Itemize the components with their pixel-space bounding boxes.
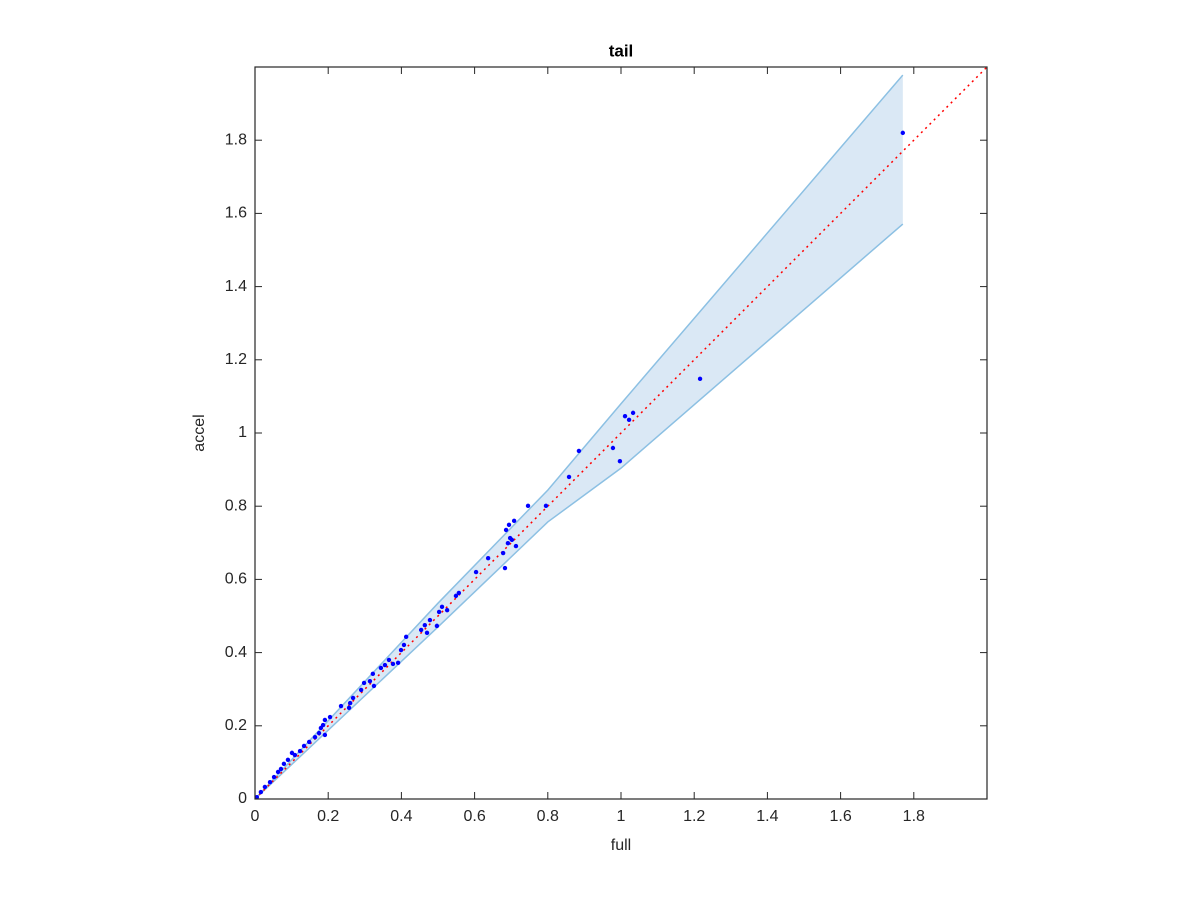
- point: [347, 700, 353, 706]
- point: [444, 607, 450, 613]
- point: [370, 671, 376, 677]
- point: [271, 774, 277, 780]
- point: [390, 661, 396, 667]
- point: [297, 748, 303, 754]
- x-axis-label: full: [611, 837, 631, 854]
- band-edge: [254, 223, 904, 800]
- point: [456, 590, 462, 596]
- point: [289, 750, 295, 756]
- point: [267, 779, 273, 785]
- point: [322, 732, 328, 738]
- point: [327, 714, 333, 720]
- point: [697, 376, 703, 382]
- point: [453, 593, 459, 599]
- y-tick-label: 0.4: [225, 644, 247, 661]
- y-tick-label: 1.8: [225, 131, 247, 148]
- point: [361, 680, 367, 686]
- point: [367, 678, 373, 684]
- point: [318, 725, 324, 731]
- point: [505, 540, 511, 546]
- y-tick-label: 1.2: [225, 351, 247, 368]
- y-tick-label: 0.6: [225, 571, 247, 588]
- y-tick-label: 0.8: [225, 497, 247, 514]
- point: [626, 417, 632, 423]
- point: [500, 550, 506, 556]
- x-tick-label: 1.6: [829, 808, 851, 825]
- point: [422, 622, 428, 628]
- point: [576, 448, 582, 454]
- point: [513, 543, 519, 549]
- confidence-band: [255, 75, 903, 799]
- point: [275, 769, 281, 775]
- x-tick-label: 1.2: [683, 808, 705, 825]
- x-tick-label: 0.6: [463, 808, 485, 825]
- point: [254, 794, 260, 800]
- x-tick-label: 0.4: [390, 808, 412, 825]
- reference-line: [254, 66, 988, 800]
- point: [622, 413, 628, 419]
- point: [301, 743, 307, 749]
- point: [617, 458, 623, 464]
- y-tick-label: 1.6: [225, 205, 247, 222]
- point: [439, 604, 445, 610]
- point: [427, 617, 433, 623]
- point: [382, 662, 388, 668]
- point: [485, 555, 491, 561]
- point: [350, 695, 356, 701]
- point: [338, 703, 344, 709]
- point: [278, 766, 284, 772]
- point: [900, 130, 906, 136]
- point: [424, 630, 430, 636]
- point: [346, 705, 352, 711]
- point: [566, 474, 572, 480]
- point: [395, 660, 401, 666]
- point: [610, 445, 616, 451]
- y-tick-label: 1: [238, 424, 247, 441]
- y-axis-label: accel: [191, 414, 208, 451]
- chart-title: tail: [609, 41, 634, 60]
- x-tick-label: 1.8: [903, 808, 925, 825]
- y-tick-label: 0: [238, 790, 247, 807]
- point: [398, 647, 404, 653]
- point: [262, 784, 268, 790]
- point: [630, 410, 636, 416]
- point: [378, 665, 384, 671]
- point: [503, 527, 509, 533]
- point: [401, 642, 407, 648]
- x-tick-label: 0.2: [317, 808, 339, 825]
- point: [306, 739, 312, 745]
- point: [386, 657, 392, 663]
- x-tick-label: 0.8: [537, 808, 559, 825]
- point: [358, 687, 364, 693]
- point: [509, 537, 515, 543]
- point: [316, 730, 322, 736]
- point: [543, 503, 549, 509]
- point: [511, 518, 517, 524]
- point: [312, 734, 318, 740]
- point: [436, 609, 442, 615]
- point: [418, 627, 424, 633]
- point: [322, 717, 328, 723]
- x-tick-label: 0: [251, 808, 260, 825]
- x-tick-label: 1: [617, 808, 626, 825]
- point: [371, 683, 377, 689]
- point: [403, 634, 409, 640]
- point: [525, 503, 531, 509]
- y-tick-label: 0.2: [225, 717, 247, 734]
- y-tick-label: 1.4: [225, 278, 247, 295]
- point: [506, 522, 512, 528]
- point: [258, 789, 264, 795]
- point: [502, 565, 508, 571]
- point: [473, 569, 479, 575]
- x-tick-label: 1.4: [756, 808, 778, 825]
- point: [285, 757, 291, 763]
- point: [281, 761, 287, 767]
- band-edge: [254, 74, 904, 800]
- point: [434, 623, 440, 629]
